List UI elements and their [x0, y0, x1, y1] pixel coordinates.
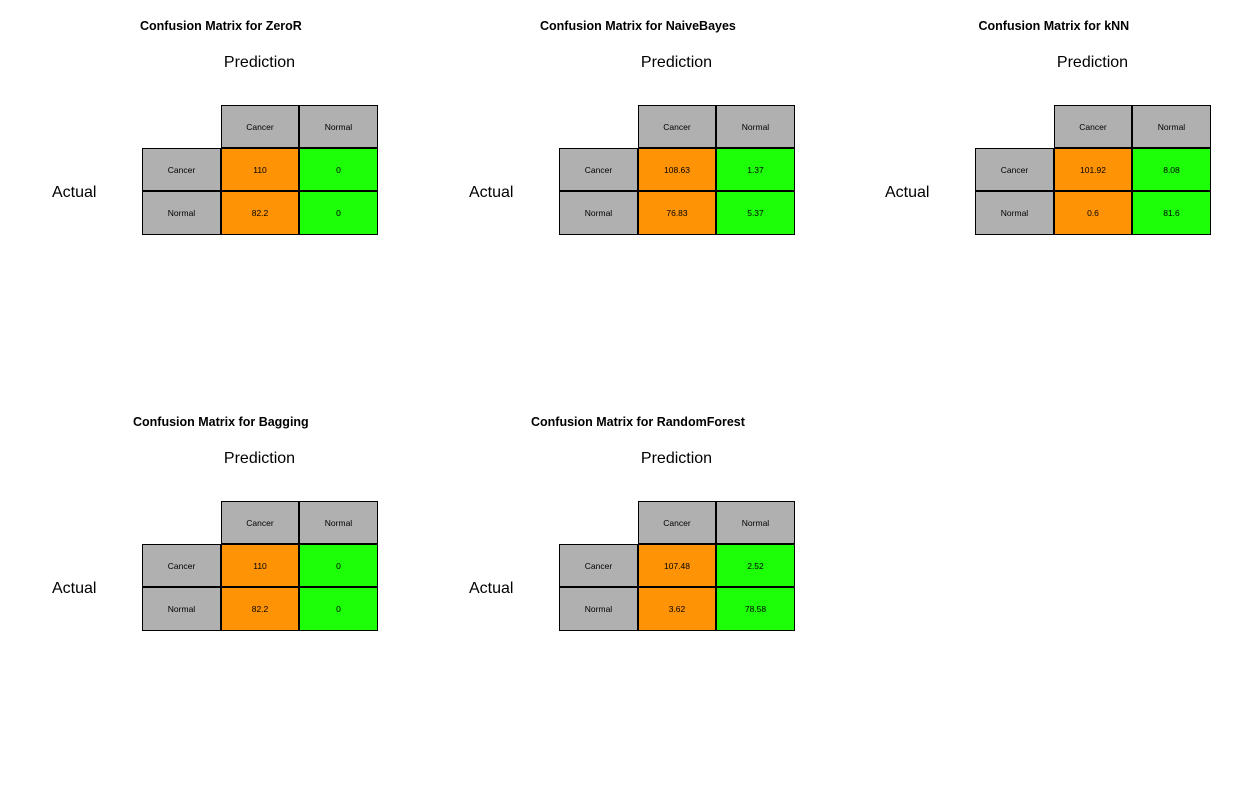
panel-title: Confusion Matrix for NaiveBayes — [540, 19, 736, 33]
column-header-cell: Normal — [299, 501, 378, 544]
confusion-matrix-panel: Confusion Matrix for ZeroR Prediction Actu… — [0, 0, 416, 396]
confusion-matrix-panel: Confusion Matrix for NaiveBayes Predictio… — [417, 0, 833, 396]
column-header-cell: Cancer — [1054, 105, 1132, 148]
matrix-value-cell: 107.48 — [638, 544, 716, 587]
panel-title: Confusion Matrix for ZeroR — [140, 19, 302, 33]
row-header-cell: Cancer — [142, 148, 221, 191]
column-header-cell: Cancer — [221, 501, 299, 544]
matrix-value-cell: 3.62 — [638, 587, 716, 631]
row-header-cell: Cancer — [559, 544, 638, 587]
prediction-axis-label: Prediction — [640, 450, 713, 467]
matrix-value-cell: 82.2 — [221, 191, 299, 235]
row-header-cell: Normal — [559, 587, 638, 631]
matrix-value-cell: 0 — [299, 587, 378, 631]
matrix-value-cell: 0 — [299, 191, 378, 235]
column-header-cell: Cancer — [638, 105, 716, 148]
column-header-cell: Normal — [716, 105, 795, 148]
row-header-cell: Cancer — [142, 544, 221, 587]
matrix-value-cell: 81.6 — [1132, 191, 1211, 235]
prediction-axis-label: Prediction — [640, 54, 713, 71]
matrix-value-cell: 1.37 — [716, 148, 795, 191]
row-header-cell: Normal — [142, 587, 221, 631]
row-header-cell: Cancer — [975, 148, 1054, 191]
confusion-matrix-panel: Confusion Matrix for kNN Prediction Actual… — [833, 0, 1249, 396]
actual-axis-label: Actual — [885, 184, 930, 201]
row-header-cell: Cancer — [559, 148, 638, 191]
actual-axis-label: Actual — [469, 184, 514, 201]
actual-axis-label: Actual — [52, 184, 97, 201]
column-header-cell: Normal — [299, 105, 378, 148]
row-header-cell: Normal — [975, 191, 1054, 235]
matrix-value-cell: 0.6 — [1054, 191, 1132, 235]
column-header-cell: Cancer — [221, 105, 299, 148]
matrix-value-cell: 108.63 — [638, 148, 716, 191]
prediction-axis-label: Prediction — [1056, 54, 1129, 71]
matrix-value-cell: 101.92 — [1054, 148, 1132, 191]
matrix-value-cell: 82.2 — [221, 587, 299, 631]
matrix-value-cell: 110 — [221, 148, 299, 191]
panel-title: Confusion Matrix for kNN — [978, 19, 1130, 33]
actual-axis-label: Actual — [52, 580, 97, 597]
column-header-cell: Normal — [1132, 105, 1211, 148]
prediction-axis-label: Prediction — [223, 54, 296, 71]
panel-title: Confusion Matrix for RandomForest — [531, 415, 745, 429]
matrix-value-cell: 8.08 — [1132, 148, 1211, 191]
row-header-cell: Normal — [142, 191, 221, 235]
matrix-value-cell: 0 — [299, 544, 378, 587]
prediction-axis-label: Prediction — [223, 450, 296, 467]
column-header-cell: Normal — [716, 501, 795, 544]
matrix-value-cell: 5.37 — [716, 191, 795, 235]
matrix-value-cell: 78.58 — [716, 587, 795, 631]
panel-title: Confusion Matrix for Bagging — [133, 415, 309, 429]
row-header-cell: Normal — [559, 191, 638, 235]
matrix-value-cell: 110 — [221, 544, 299, 587]
confusion-matrix-panel: Confusion Matrix for RandomForest Predict… — [417, 396, 833, 792]
confusion-matrix-panel: Confusion Matrix for Bagging Prediction Ac… — [0, 396, 416, 792]
actual-axis-label: Actual — [469, 580, 514, 597]
matrix-value-cell: 0 — [299, 148, 378, 191]
column-header-cell: Cancer — [638, 501, 716, 544]
matrix-value-cell: 2.52 — [716, 544, 795, 587]
matrix-value-cell: 76.83 — [638, 191, 716, 235]
